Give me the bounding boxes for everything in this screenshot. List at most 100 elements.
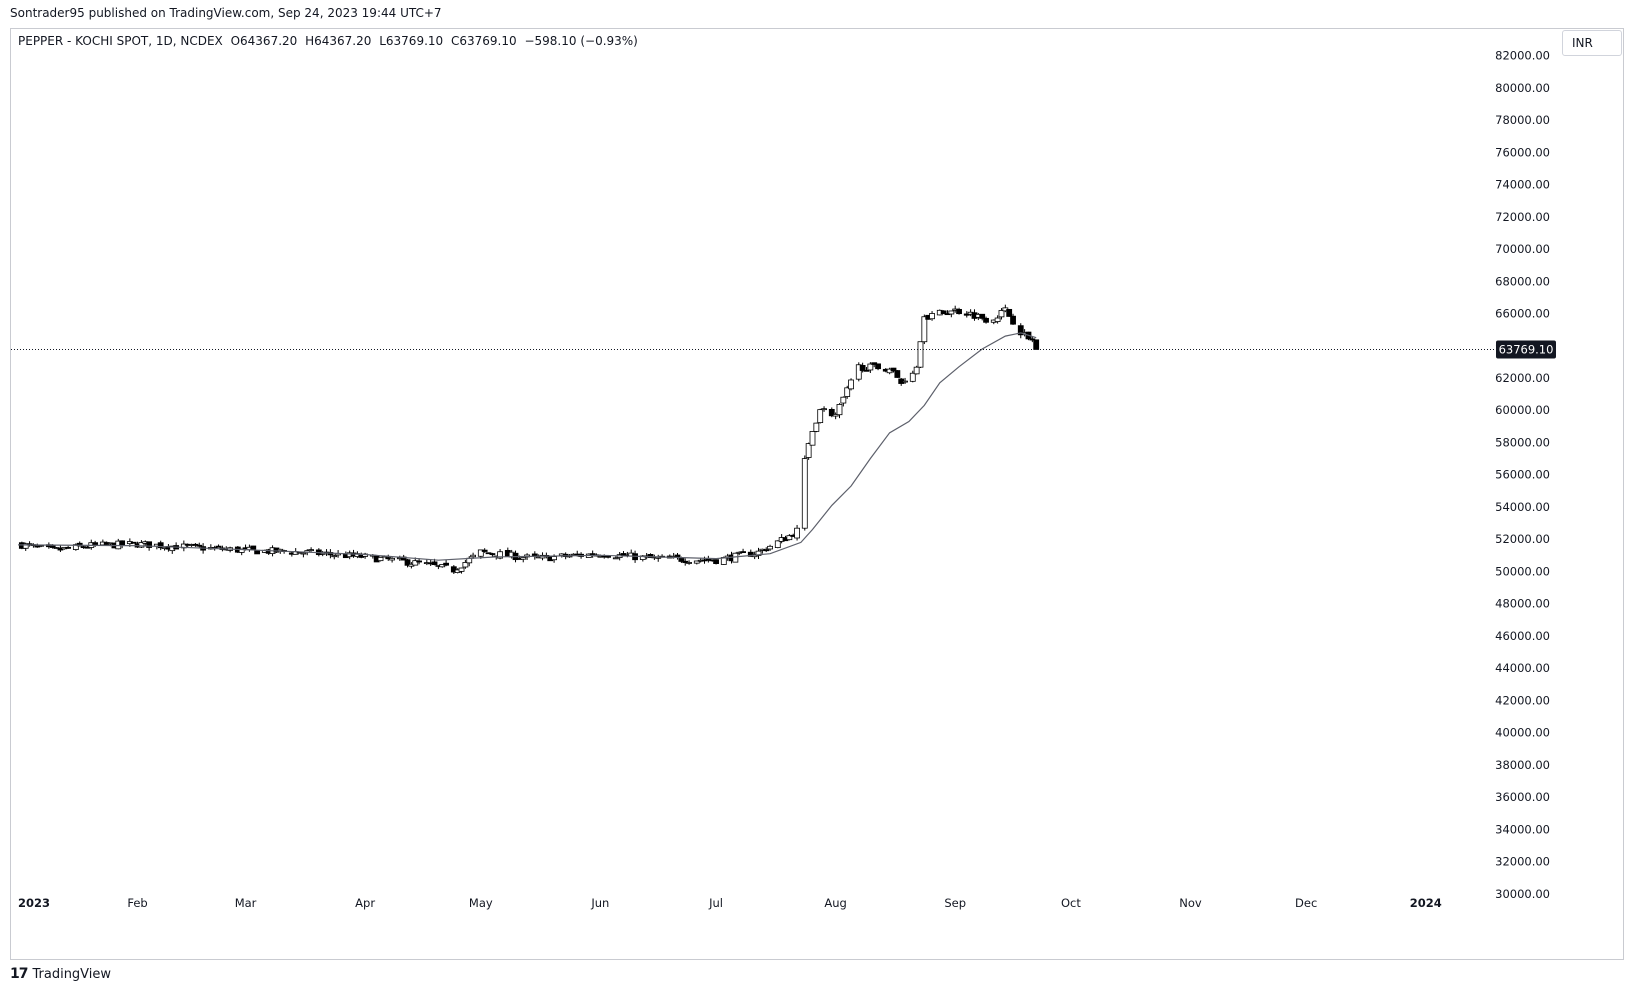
candle-body-up bbox=[801, 458, 808, 529]
candle-body-up bbox=[477, 549, 484, 557]
candle bbox=[377, 556, 384, 562]
candle-body-down bbox=[1006, 308, 1013, 317]
price-tick-label: 78000.00 bbox=[1495, 113, 1550, 127]
tradingview-logo-icon: 17 bbox=[10, 966, 29, 982]
candle-body-up bbox=[412, 560, 419, 566]
candle bbox=[72, 543, 79, 551]
candle bbox=[481, 548, 488, 553]
time-tick-label: Sep bbox=[944, 896, 966, 910]
price-tick-label: 40000.00 bbox=[1495, 726, 1550, 740]
candle-body-down bbox=[146, 541, 153, 548]
candle-body-up bbox=[836, 404, 843, 416]
price-tick-label: 60000.00 bbox=[1495, 403, 1550, 417]
candle-body-down bbox=[828, 408, 835, 417]
candle-body-down bbox=[65, 546, 72, 549]
candle-body-up bbox=[921, 316, 928, 343]
candle bbox=[497, 549, 503, 560]
candle bbox=[902, 377, 908, 384]
candle-body-up bbox=[767, 545, 773, 550]
low-value: L63769.10 bbox=[379, 34, 444, 48]
candle bbox=[705, 555, 712, 563]
time-tick-label: Feb bbox=[127, 896, 147, 910]
candle-body-up bbox=[331, 555, 338, 558]
symbol-name[interactable]: PEPPER - KOCHI SPOT, 1D, NCDEX bbox=[18, 34, 223, 48]
candle bbox=[215, 544, 222, 548]
time-tick-label: Jul bbox=[708, 896, 723, 910]
time-axis: 2023 Feb Mar Apr May Jun Jul Aug Sep Oct Nov Dec 202… bbox=[18, 896, 1442, 910]
time-tick-label: Mar bbox=[235, 896, 257, 910]
candle-body-down bbox=[431, 561, 438, 566]
candle-body-down bbox=[404, 559, 411, 566]
price-tick-label: 42000.00 bbox=[1495, 693, 1550, 707]
candle bbox=[983, 316, 989, 324]
candle bbox=[786, 534, 793, 541]
candle-body-up bbox=[809, 431, 816, 446]
publisher-line: Sontrader95 published on TradingView.com… bbox=[10, 6, 442, 20]
candle-body-up bbox=[389, 557, 396, 561]
candle bbox=[917, 341, 924, 368]
candle-body-down bbox=[416, 560, 423, 563]
candle bbox=[462, 559, 469, 569]
candle bbox=[22, 542, 29, 551]
chart-frame[interactable] bbox=[10, 28, 1624, 960]
candle-body-down bbox=[1010, 315, 1016, 325]
candle bbox=[196, 542, 203, 548]
candle-body-up bbox=[22, 543, 29, 549]
candle-body-up bbox=[686, 562, 692, 564]
price-tick-label: 54000.00 bbox=[1495, 500, 1550, 514]
candle-body-down bbox=[119, 540, 126, 546]
price-tick-label: 32000.00 bbox=[1495, 855, 1550, 869]
candle-body-up bbox=[902, 380, 908, 383]
symbol-legend: PEPPER - KOCHI SPOT, 1D, NCDEX O64367.20… bbox=[18, 34, 642, 48]
candle-body-up bbox=[497, 551, 503, 559]
time-tick-label: Dec bbox=[1295, 896, 1317, 910]
candle-body-down bbox=[254, 549, 261, 555]
candle bbox=[130, 541, 137, 544]
moving-average-line bbox=[17, 332, 1037, 561]
candle-body-down bbox=[250, 545, 257, 550]
candle-body-down bbox=[192, 543, 199, 546]
price-tick-label: 38000.00 bbox=[1495, 758, 1550, 772]
price-tick-label: 50000.00 bbox=[1495, 564, 1550, 578]
candle bbox=[686, 560, 692, 565]
candle bbox=[774, 540, 781, 549]
candle bbox=[855, 362, 862, 382]
candle bbox=[801, 455, 808, 531]
price-tick-label: 56000.00 bbox=[1495, 468, 1550, 482]
candle-body-up bbox=[308, 549, 315, 552]
candle bbox=[1029, 337, 1036, 343]
candle bbox=[890, 367, 897, 373]
candle-body-up bbox=[909, 372, 916, 382]
candle-body-up bbox=[138, 542, 145, 548]
candle bbox=[489, 552, 496, 557]
candle bbox=[998, 308, 1005, 320]
candle bbox=[894, 370, 901, 378]
candle bbox=[867, 362, 874, 374]
candle-body-down bbox=[956, 308, 962, 315]
price-tick-label: 36000.00 bbox=[1495, 790, 1550, 804]
candle bbox=[693, 560, 700, 565]
time-tick-label: Nov bbox=[1179, 896, 1202, 910]
price-tick-label: 76000.00 bbox=[1495, 145, 1550, 159]
open-value: O64367.20 bbox=[230, 34, 298, 48]
candle bbox=[813, 422, 820, 433]
candle-body-down bbox=[1029, 338, 1036, 341]
candle-body-down bbox=[682, 560, 689, 564]
tradingview-logo[interactable]: 17 TradingView bbox=[10, 964, 111, 984]
candle bbox=[138, 540, 145, 549]
currency-button[interactable]: INR bbox=[1562, 30, 1622, 56]
candle-body-up bbox=[913, 366, 920, 375]
candle bbox=[956, 307, 962, 315]
last-price-label: 63769.10 bbox=[1499, 342, 1554, 356]
tradingview-wordmark: TradingView bbox=[32, 966, 112, 982]
time-tick-label: Oct bbox=[1061, 896, 1081, 910]
candle bbox=[809, 431, 816, 446]
time-tick-label: 2024 bbox=[1410, 896, 1442, 910]
candle bbox=[817, 408, 824, 424]
price-tick-label: 34000.00 bbox=[1495, 822, 1550, 836]
candle-body-up bbox=[917, 341, 924, 368]
candles-layer bbox=[18, 304, 1040, 575]
candle-body-up bbox=[786, 535, 793, 541]
candle-body-down bbox=[979, 313, 986, 319]
